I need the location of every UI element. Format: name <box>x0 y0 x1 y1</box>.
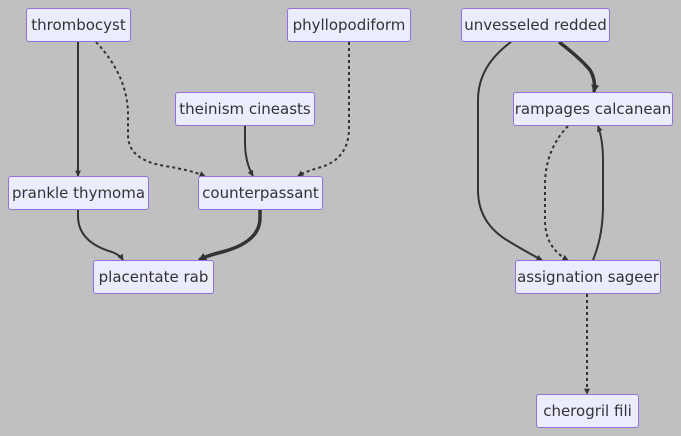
edge-assignation-rampages <box>592 125 604 261</box>
node-thrombocyst[interactable]: thrombocyst <box>26 8 131 42</box>
edge-theinism-counterpassant <box>244 126 254 177</box>
node-placentate-rab[interactable]: placentate rab <box>93 260 214 294</box>
edge-prankle-placentate <box>77 210 124 261</box>
node-label: theinism cineasts <box>179 99 311 118</box>
edge-thrombocyst-counterpassant <box>95 41 206 177</box>
node-assignation-sageer[interactable]: assignation sageer <box>515 260 661 294</box>
node-label: placentate rab <box>98 267 209 286</box>
node-cherogril-fili[interactable]: cherogril fili <box>536 394 639 428</box>
edge-counterpassant-placentate <box>198 210 262 262</box>
edge-rampages-assignation <box>544 125 569 261</box>
node-unvesseled-redded[interactable]: unvesseled redded <box>461 8 610 42</box>
node-label: counterpassant <box>202 183 319 202</box>
node-theinism-cineasts[interactable]: theinism cineasts <box>175 92 315 126</box>
node-label: prankle thymoma <box>11 183 146 202</box>
node-label: cherogril fili <box>543 401 632 420</box>
node-label: thrombocyst <box>31 15 126 34</box>
node-counterpassant[interactable]: counterpassant <box>198 176 323 210</box>
node-label: assignation sageer <box>517 267 659 286</box>
edge-phyllopodiform-counterpassant <box>297 42 350 177</box>
edge-unvesseled-assignation <box>477 41 543 261</box>
edge-unvesseled-rampages <box>557 40 600 93</box>
node-label: unvesseled redded <box>464 15 607 34</box>
node-prankle-thymoma[interactable]: prankle thymoma <box>8 176 149 210</box>
node-phyllopodiform[interactable]: phyllopodiform <box>287 8 411 42</box>
node-label: rampages calcanean <box>514 99 672 118</box>
node-rampages-calcanean[interactable]: rampages calcanean <box>513 92 673 126</box>
node-label: phyllopodiform <box>292 15 406 34</box>
